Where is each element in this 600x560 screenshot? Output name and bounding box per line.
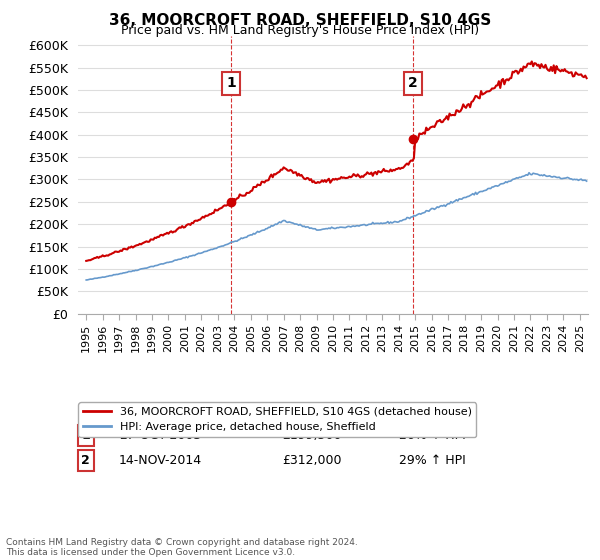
Legend: 36, MOORCROFT ROAD, SHEFFIELD, S10 4GS (detached house), HPI: Average price, det: 36, MOORCROFT ROAD, SHEFFIELD, S10 4GS (… [79, 402, 476, 437]
Text: 1: 1 [81, 429, 90, 442]
Text: £199,500: £199,500 [282, 429, 341, 442]
Text: £312,000: £312,000 [282, 454, 341, 467]
Text: 36, MOORCROFT ROAD, SHEFFIELD, S10 4GS: 36, MOORCROFT ROAD, SHEFFIELD, S10 4GS [109, 13, 491, 28]
Text: 2: 2 [408, 76, 418, 90]
Text: 14-NOV-2014: 14-NOV-2014 [119, 454, 202, 467]
Text: 27-OCT-2003: 27-OCT-2003 [119, 429, 201, 442]
Text: 1: 1 [226, 76, 236, 90]
Text: 2: 2 [81, 454, 90, 467]
Text: Price paid vs. HM Land Registry's House Price Index (HPI): Price paid vs. HM Land Registry's House … [121, 24, 479, 37]
Text: Contains HM Land Registry data © Crown copyright and database right 2024.
This d: Contains HM Land Registry data © Crown c… [6, 538, 358, 557]
Text: 26% ↑ HPI: 26% ↑ HPI [400, 429, 466, 442]
Text: 29% ↑ HPI: 29% ↑ HPI [400, 454, 466, 467]
